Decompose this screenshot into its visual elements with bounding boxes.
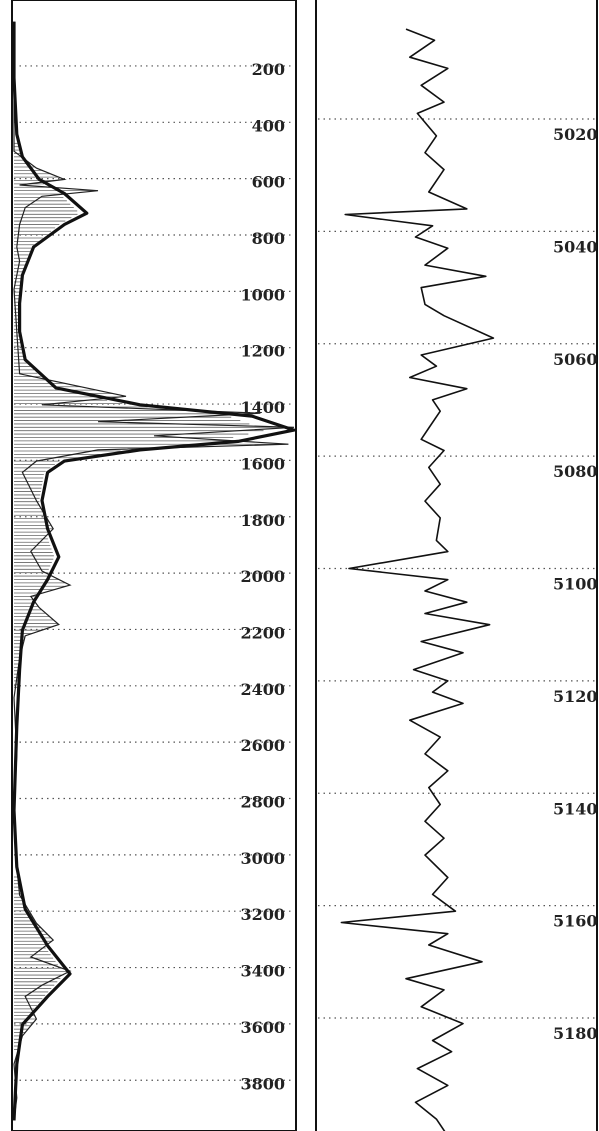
left-tick-label: 3000 [240,849,285,868]
left-tick-label: 400 [252,116,285,135]
left-tick-label: 1400 [240,398,285,417]
right-grid [318,118,596,1019]
left-tick-label: 200 [252,60,285,79]
left-depth-panel: 200 400 600 800 1000 1200 1400 1600 1800 2000 2200… [11,0,297,1131]
left-tick-label: 1200 [240,342,285,361]
right-tick-label: 5160 [553,912,598,931]
left-tick-label: 600 [252,173,285,192]
series-spiky-line [13,21,295,1121]
left-panel-frame [11,0,297,1131]
left-tick-label: 2000 [240,567,285,586]
left-series [12,21,296,1121]
left-tick-labels: 200 400 600 800 1000 1200 1400 1600 1800 2000 2200… [240,60,285,1093]
right-tick-label: 5040 [553,237,598,256]
left-tick-label: 2600 [240,736,285,755]
right-tick-label: 5060 [553,350,598,369]
right-tick-label: 5020 [553,125,598,144]
right-tick-label: 5080 [553,462,598,481]
log-trace-line [340,28,495,1131]
right-tick-label: 5100 [553,575,598,594]
left-tick-label: 3600 [240,1018,285,1037]
left-tick-label: 3400 [240,962,285,981]
left-tick-label: 800 [252,229,285,248]
left-tick-label: 2200 [240,623,285,642]
right-log-panel: 5020 5040 5060 5080 5100 5120 5140 5160 5180 [315,0,598,1131]
right-tick-label: 5120 [553,687,598,706]
right-series [340,28,495,1131]
left-tick-label: 1000 [240,285,285,304]
left-tick-label: 3200 [240,905,285,924]
left-tick-label: 1600 [240,454,285,473]
right-tick-labels: 5020 5040 5060 5080 5100 5120 5140 5160 5180 [553,125,598,1043]
left-tick-label: 2400 [240,680,285,699]
right-tick-label: 5140 [553,799,598,818]
left-tick-label: 1800 [240,511,285,530]
left-tick-label: 2800 [240,793,285,812]
left-tick-label: 3800 [240,1074,285,1093]
right-tick-label: 5180 [553,1024,598,1043]
series-envelope-line [12,21,296,1121]
